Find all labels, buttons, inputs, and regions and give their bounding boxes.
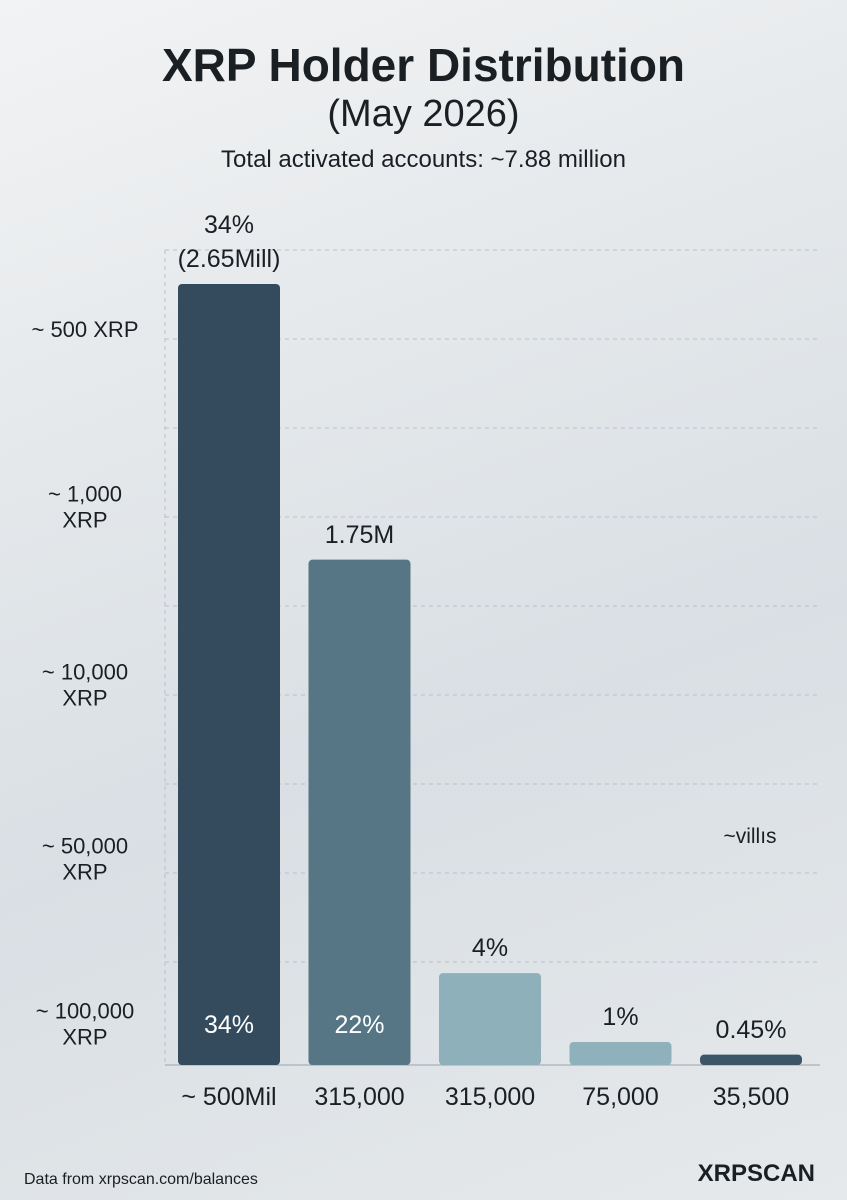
value-label: 34%	[203, 211, 255, 239]
bar	[700, 1054, 802, 1065]
value-label-inside: 34%	[203, 1011, 255, 1039]
x-tick-label: ~ 500Mil	[181, 1083, 277, 1111]
x-tick-label: 315,000	[314, 1083, 405, 1111]
count-label: (2.65Mill)	[177, 245, 281, 273]
chart-subtitle: (May 2026)	[327, 93, 520, 135]
annotation: ~villıs	[723, 825, 777, 848]
value-label: 4%	[471, 934, 509, 963]
y-label: ~ 1,000 XRP	[47, 481, 122, 533]
chart-title: XRP Holder Distribution	[161, 39, 686, 91]
value-label: 1%	[602, 1003, 639, 1032]
x-tick-label: 315,000	[444, 1083, 536, 1111]
bar	[569, 1042, 672, 1065]
brand: XRPSCAN	[697, 1160, 815, 1187]
source: Data from xrpscan.com/balances	[24, 1171, 258, 1188]
y-label: ~ 500 XRP	[31, 316, 139, 342]
y-label: ~ 10,000 XRP	[41, 659, 129, 711]
value-label-inside: 22%	[334, 1011, 385, 1039]
chart-note: Total activated accounts: ~7.88 million	[221, 146, 626, 173]
x-tick-label: 35,500	[712, 1083, 790, 1111]
y-label: ~ 100,000 XRP	[35, 998, 135, 1050]
value-label: 0.45%	[715, 1015, 787, 1044]
bar	[439, 973, 541, 1065]
bar	[308, 559, 411, 1065]
bar	[178, 284, 280, 1065]
y-label: ~ 50,000 XRP	[41, 833, 129, 885]
count-label: 1.75M	[324, 520, 395, 549]
x-tick-label: 75,000	[582, 1083, 659, 1111]
